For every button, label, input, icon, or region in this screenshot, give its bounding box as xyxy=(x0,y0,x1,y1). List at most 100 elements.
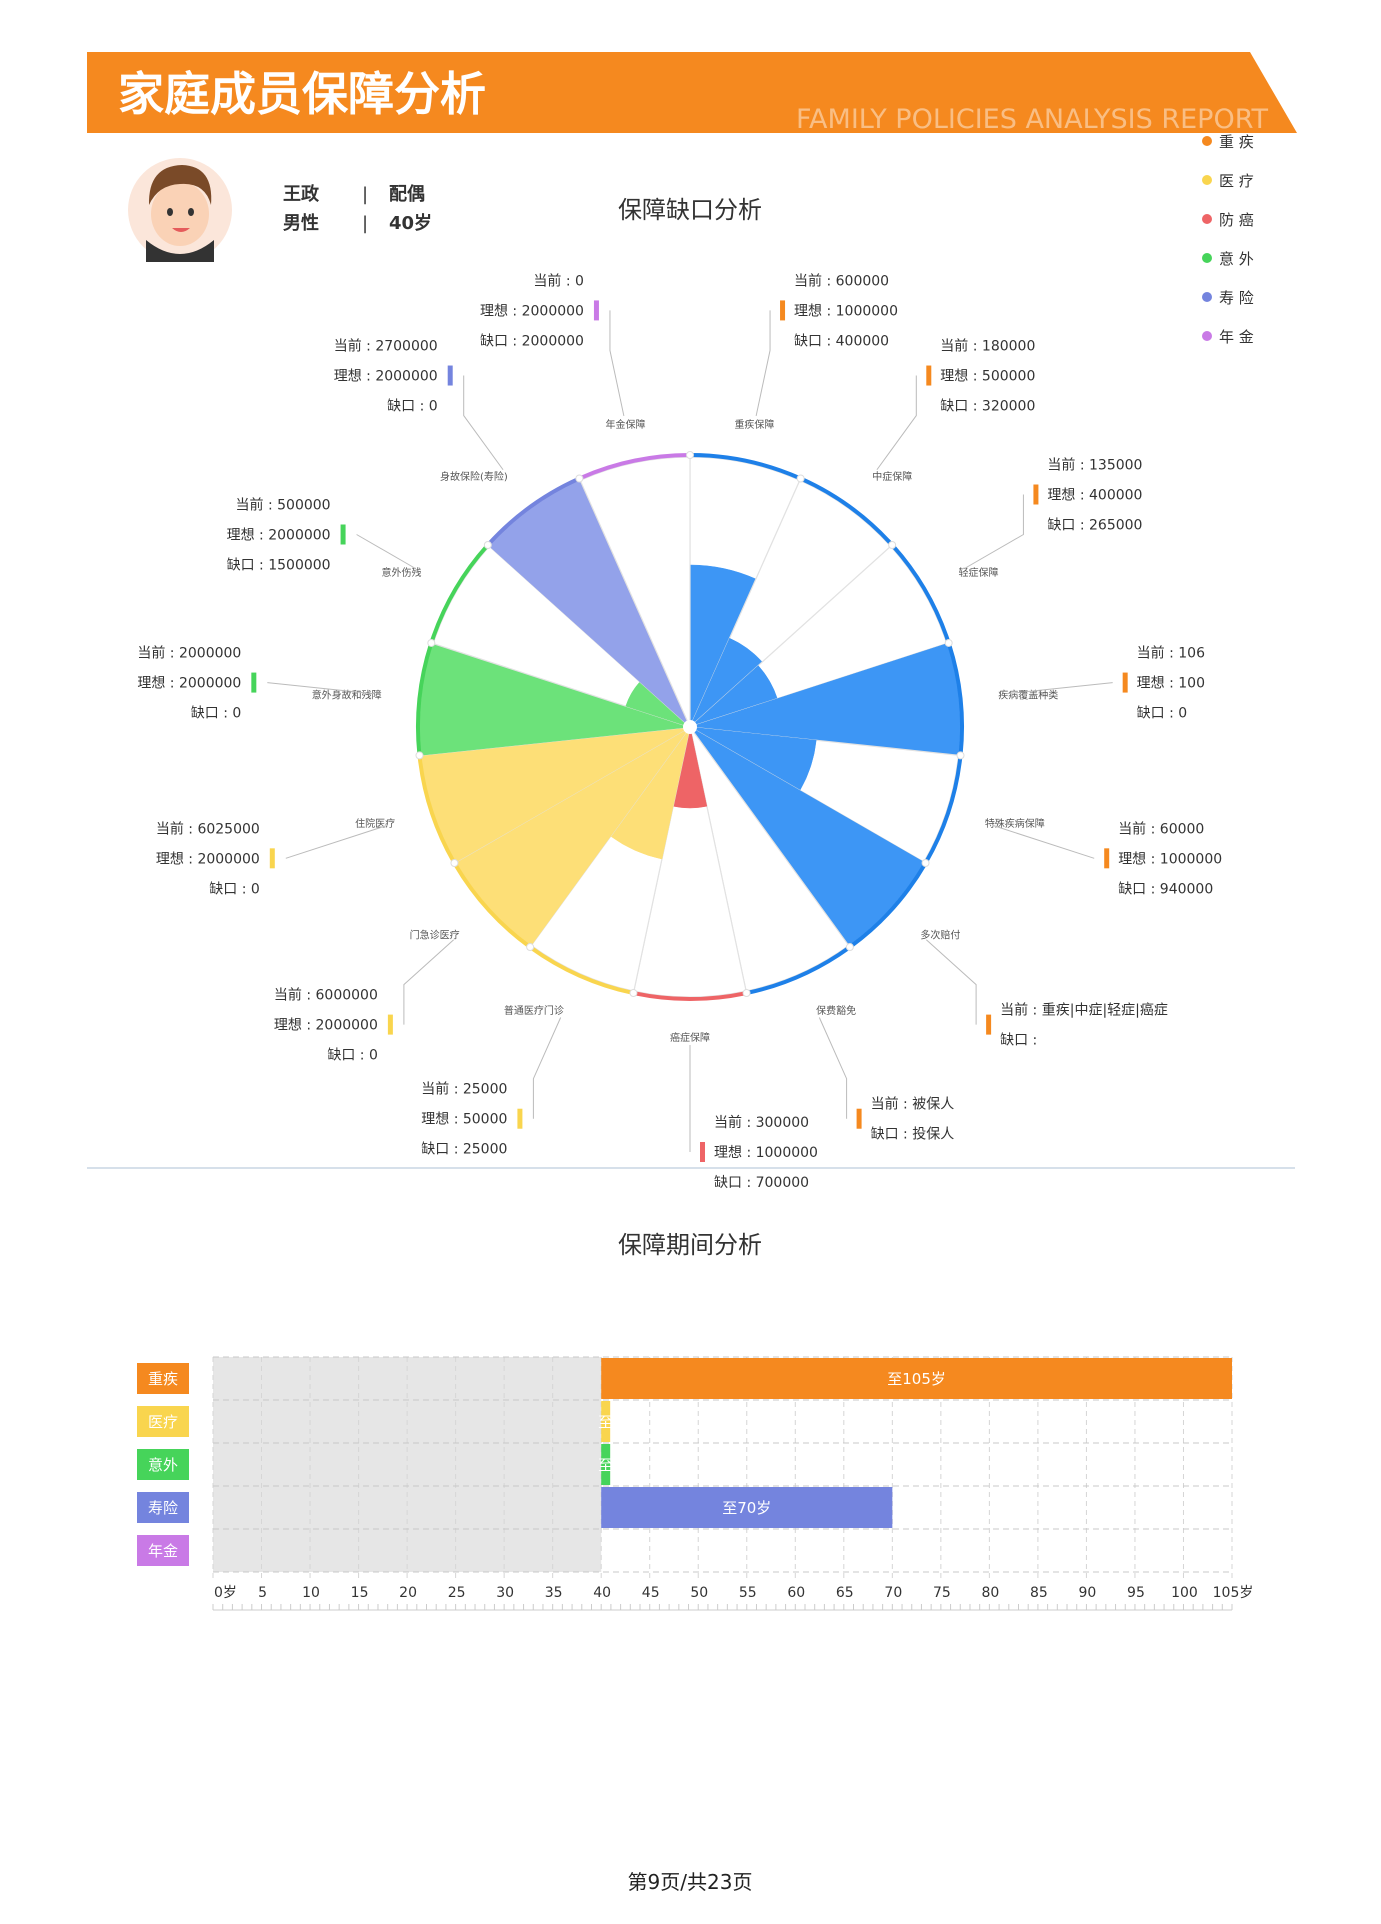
callout-line: 理想 : 2000000 xyxy=(334,369,438,385)
polar-sector-label: 中症保障 xyxy=(872,470,912,483)
callout-marker xyxy=(1104,848,1110,869)
category-badge xyxy=(137,1492,189,1523)
callout-marker xyxy=(986,1014,992,1035)
period-bar xyxy=(601,1444,611,1485)
x-tick-label: 60 xyxy=(787,1585,805,1601)
callout-marker xyxy=(700,1142,705,1162)
x-tick-label: 95 xyxy=(1127,1585,1145,1601)
callout-leader xyxy=(876,375,917,471)
callout-marker xyxy=(269,848,275,869)
x-tick-label: 80 xyxy=(981,1585,999,1601)
category-label: 医疗 xyxy=(148,1413,178,1431)
callout-leader xyxy=(755,310,771,417)
callout-line: 当前 : 60000 xyxy=(1118,820,1204,837)
polar-center xyxy=(683,720,697,734)
polar-ring-dot xyxy=(888,540,897,549)
period-bar-label: 至105岁 xyxy=(887,1370,946,1388)
polar-sector-label: 癌症保障 xyxy=(670,1031,710,1044)
legend-dot xyxy=(1202,253,1212,263)
callout-line: 当前 : 180000 xyxy=(940,338,1035,355)
x-tick-label: 30 xyxy=(496,1585,514,1601)
polar-sector-label: 意外伤残 xyxy=(382,566,422,579)
callout-marker xyxy=(1033,484,1039,505)
period-chart-title: 保障期间分析 xyxy=(618,1231,762,1259)
x-tick-label: 15 xyxy=(351,1585,369,1601)
x-tick-label: 75 xyxy=(933,1585,951,1601)
callout-leader xyxy=(267,682,374,695)
callout-leader xyxy=(818,1017,848,1119)
x-tick-label: 20 xyxy=(399,1585,417,1601)
callout-marker xyxy=(517,1108,523,1129)
polar-ring-arc xyxy=(487,477,580,546)
polar-ring-dot xyxy=(742,989,751,998)
x-tick-label: 35 xyxy=(545,1585,563,1601)
callout-leader xyxy=(532,1017,562,1119)
polar-callouts: 当前 : 600000 理想 : 1000000 缺口 : 400000 当前 : 1… xyxy=(137,272,1222,1191)
callout-line: 理想 : 2000000 xyxy=(156,851,260,867)
callout-line: 当前 : 135000 xyxy=(1047,457,1142,474)
period-bar-label: 至70岁 xyxy=(722,1499,771,1517)
callout-line: 当前 : 被保人 xyxy=(871,1096,955,1113)
callout-marker xyxy=(251,672,257,693)
callout-line: 理想 : 2000000 xyxy=(480,303,584,319)
polar-ring-dot xyxy=(526,943,535,952)
polar-ring-dot xyxy=(921,859,930,867)
member-name: 王政 xyxy=(283,183,320,205)
polar-ring-arc xyxy=(453,862,531,949)
category-label: 寿险 xyxy=(148,1499,178,1517)
callout-marker xyxy=(447,365,453,386)
callout-marker xyxy=(340,524,346,545)
polar-ring-dot xyxy=(845,943,854,952)
callout-line: 理想 : 1000000 xyxy=(714,1145,818,1161)
polar-ring-arc xyxy=(849,862,927,949)
callout-leader xyxy=(992,824,1095,859)
callout-line: 当前 : 600000 xyxy=(794,272,889,289)
polar-ring-arc xyxy=(947,643,964,755)
category-badge xyxy=(137,1406,189,1437)
callout-line: 理想 : 2000000 xyxy=(227,528,331,544)
x-tick-label: 70 xyxy=(884,1585,902,1601)
callout-line: 理想 : 1000000 xyxy=(1118,851,1222,867)
callout-line: 缺口 : 2000000 xyxy=(480,333,584,349)
x-tick-label: 85 xyxy=(1030,1585,1048,1601)
callout-leader xyxy=(285,824,388,859)
member-gender: 男性 xyxy=(283,212,319,234)
callout-line: 当前 : 106 xyxy=(1137,645,1205,662)
x-tick-label: 5 xyxy=(258,1585,267,1601)
polar-sector-label: 年金保障 xyxy=(606,418,646,431)
polar-ring-dot xyxy=(956,751,965,760)
polar-ring-dot xyxy=(944,638,953,647)
legend: 重 疾医 疗防 癌意 外寿 险年 金 xyxy=(1202,133,1254,346)
polar-sector-label: 疾病覆盖种类 xyxy=(998,689,1058,702)
polar-sector-label: 意外身故和残障 xyxy=(312,689,382,702)
callout-line: 理想 : 50000 xyxy=(421,1112,507,1128)
period-bar-label: 至 xyxy=(598,1456,613,1474)
legend-label: 防 癌 xyxy=(1219,211,1254,229)
callout-marker xyxy=(780,300,786,321)
legend-dot xyxy=(1202,175,1212,185)
polar-sector-label: 多次赔付 xyxy=(920,928,960,941)
polar-ring-arc xyxy=(416,643,433,755)
callout-line: 缺口 : 0 xyxy=(1137,706,1188,722)
category-label: 意外 xyxy=(148,1456,178,1474)
period-bar xyxy=(601,1487,893,1528)
polar-sector-label: 特殊疾病保障 xyxy=(985,817,1045,830)
legend-dot xyxy=(1202,331,1212,341)
legend-dot xyxy=(1202,214,1212,224)
polar-ring-arc xyxy=(417,756,456,864)
polar-ring-arc xyxy=(800,477,893,546)
polar-sector-label: 门急诊医疗 xyxy=(410,928,460,941)
member-age: 40岁 xyxy=(389,212,432,234)
polar-sector-label: 重疾保障 xyxy=(734,418,774,431)
x-tick-label: 0岁 xyxy=(214,1585,237,1601)
x-tick-label: 65 xyxy=(836,1585,854,1601)
callout-line: 缺口 : xyxy=(1000,1033,1037,1049)
callout-marker xyxy=(593,300,599,321)
callout-line: 缺口 : 400000 xyxy=(794,333,889,349)
callout-line: 缺口 : 0 xyxy=(327,1048,378,1064)
callout-marker xyxy=(926,365,932,386)
x-tick-label: 25 xyxy=(448,1585,466,1601)
polar-ring-dot xyxy=(483,540,492,549)
callout-marker xyxy=(1122,672,1128,693)
callout-leader xyxy=(403,939,455,1025)
